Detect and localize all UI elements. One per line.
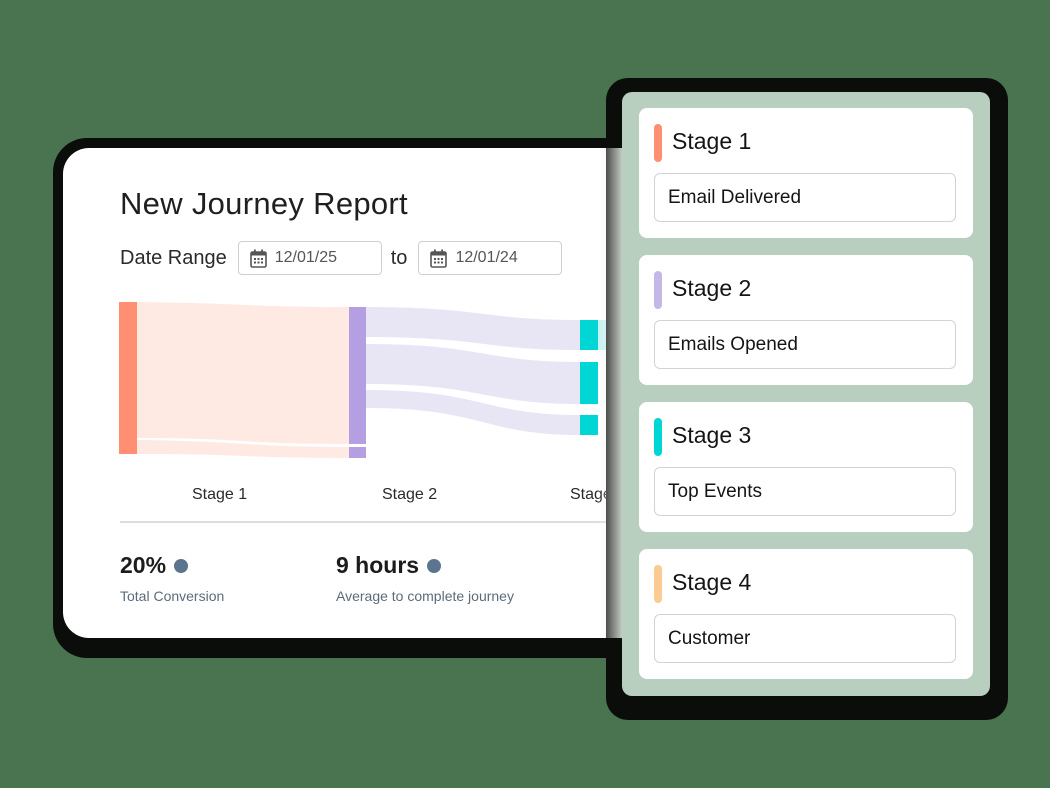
stage-color-indicator (654, 418, 662, 456)
stage-color-indicator (654, 124, 662, 162)
stage-panel-edge-glow (598, 148, 624, 638)
sankey-link-s1-s2a (137, 302, 349, 444)
stage-title: Stage 2 (672, 275, 752, 301)
chart-stage-label-1: Stage 1 (192, 486, 248, 503)
date-range-row: Date Range 12/01/25 to 12/01/24 (120, 241, 563, 275)
metric-label: Total Conversion (120, 588, 225, 604)
journey-report-card: New Journey Report Date Range 12/01/25 t… (63, 148, 663, 638)
date-range-label: Date Range (120, 246, 227, 269)
sankey-node-stage3a (580, 320, 598, 350)
stage-event-field[interactable]: Customer (654, 614, 956, 663)
page-title: New Journey Report (120, 186, 408, 221)
info-dot-icon[interactable] (427, 558, 442, 573)
sankey-link-s2-s3c (366, 390, 580, 435)
sankey-link-s2-s3b (366, 344, 580, 404)
sankey-link-s2-s3a (366, 307, 580, 350)
metric-total-conversion: 20% Total Conversion (120, 552, 224, 604)
info-dot-icon[interactable] (174, 558, 189, 573)
stage-event-field[interactable]: Top Events (654, 467, 956, 516)
end-date-input[interactable]: 12/01/24 (418, 241, 563, 275)
stage-event-field[interactable]: Emails Opened (654, 320, 956, 369)
chart-stage-label-2: Stage 2 (382, 486, 438, 503)
sankey-node-stage1 (119, 302, 137, 454)
stage-card-4: Stage 4 Customer (639, 549, 973, 679)
metric-average-journey-time: 9 hours Average to complete journey (336, 552, 514, 604)
metric-label: Average to complete journey (336, 588, 514, 604)
stage-color-indicator (654, 271, 662, 309)
stage-config-panel: Stage 1 Email Delivered Stage 2 Emails O… (622, 92, 990, 696)
sankey-node-stage2a (349, 307, 366, 444)
sankey-node-stage2b (349, 447, 366, 458)
stage-title: Stage 1 (672, 128, 752, 154)
stage-card-3: Stage 3 Top Events (639, 402, 973, 532)
stage-card-1: Stage 1 Email Delivered (639, 108, 973, 238)
calendar-icon (430, 249, 448, 268)
sankey-node-stage3b (580, 362, 598, 404)
stage-color-indicator (654, 565, 662, 603)
start-date-input[interactable]: 12/01/25 (237, 241, 382, 275)
date-range-separator: to (390, 246, 408, 269)
metric-value: 9 hours (336, 552, 420, 578)
end-date-value: 12/01/24 (455, 249, 518, 266)
metric-value: 20% (120, 552, 167, 578)
stage-title: Stage 3 (672, 422, 752, 448)
stage-event-field[interactable]: Email Delivered (654, 173, 956, 222)
sankey-link-s1-s2b (137, 440, 349, 458)
stage-card-2: Stage 2 Emails Opened (639, 255, 973, 385)
start-date-value: 12/01/25 (274, 249, 338, 266)
calendar-icon (249, 249, 267, 268)
sankey-node-stage3c (580, 415, 598, 435)
divider (120, 521, 663, 523)
stage-title: Stage 4 (672, 569, 752, 595)
